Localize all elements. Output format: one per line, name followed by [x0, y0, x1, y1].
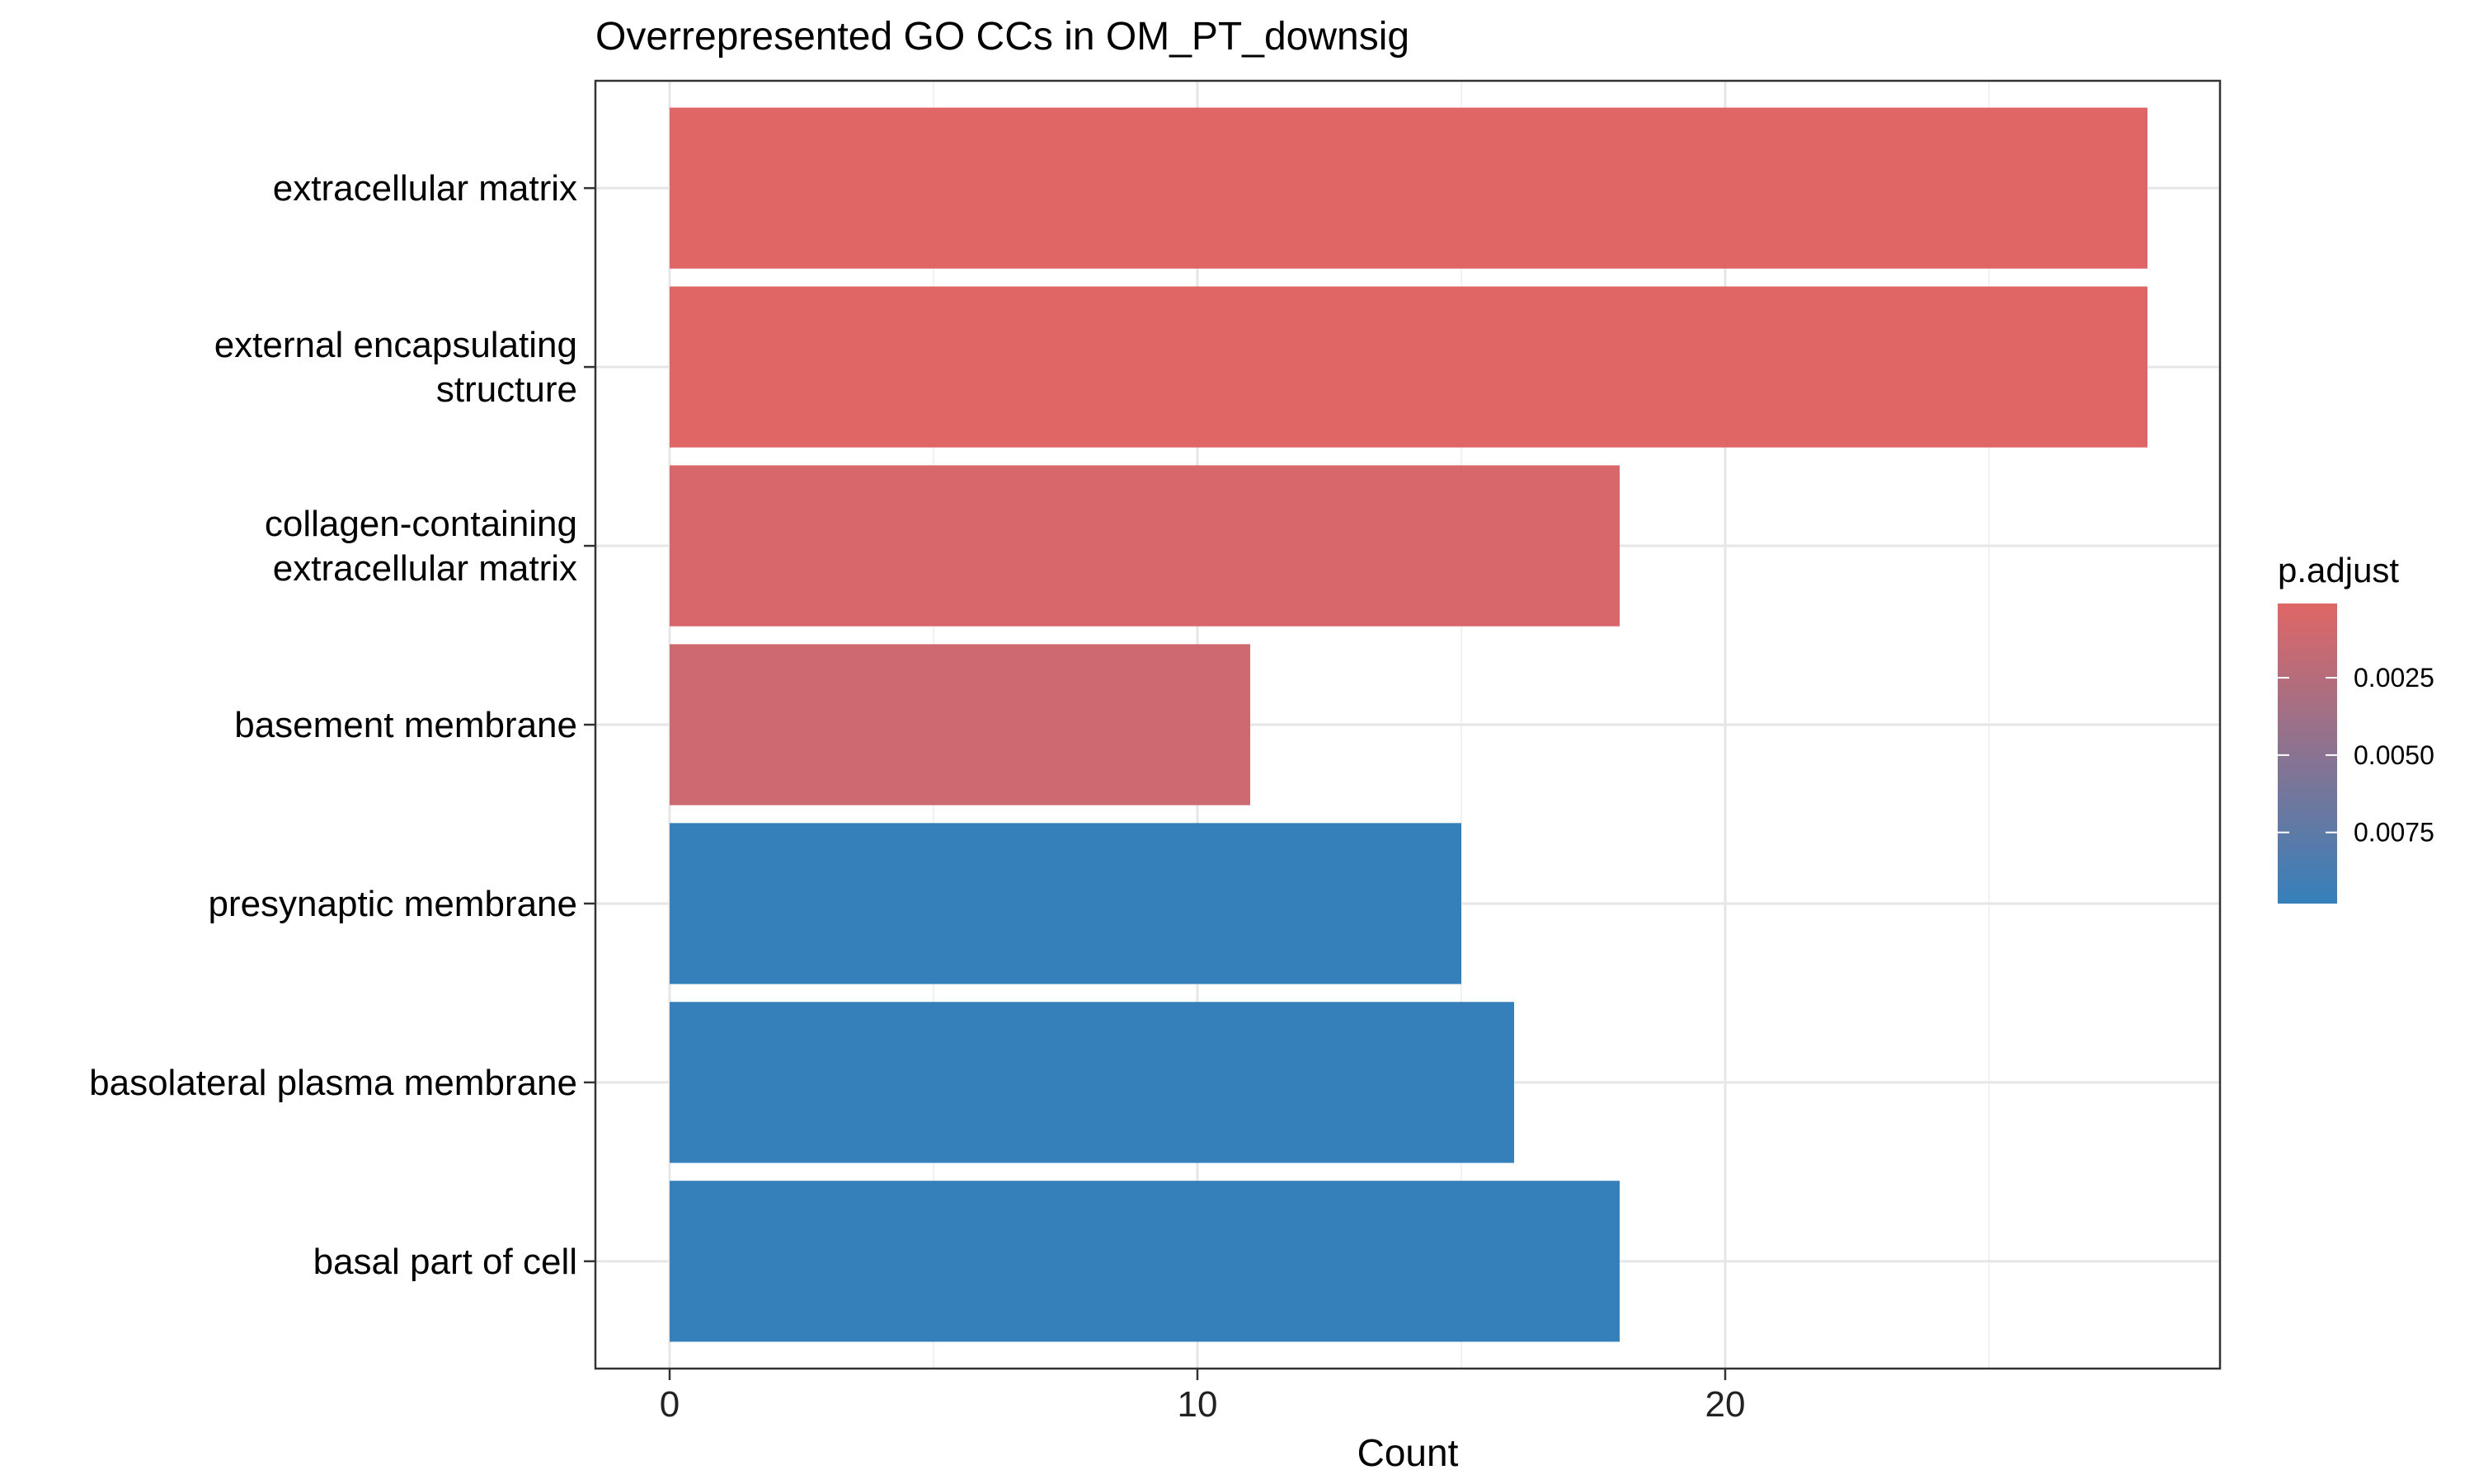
chart-title: Overrepresented GO CCs in OM_PT_downsig — [595, 15, 1409, 59]
legend-title: p.adjust — [2278, 551, 2399, 589]
x-axis: 0 10 20 — [660, 1369, 1746, 1425]
x-tick-label: 10 — [1178, 1384, 1218, 1425]
legend-tick-label: 0.0075 — [2354, 818, 2434, 848]
bar — [670, 286, 2147, 448]
legend: p.adjust 0.0025 0.0050 0.0075 — [2278, 551, 2434, 904]
y-tick-label: external encapsulating structure — [214, 325, 577, 410]
y-tick-label: basolateral plasma membrane — [89, 1063, 577, 1103]
y-tick-label: collagen-containing extracellular matrix — [265, 504, 577, 589]
x-tick-label: 20 — [1705, 1384, 1746, 1425]
bars-group — [670, 107, 2147, 1342]
y-tick-label: basement membrane — [234, 705, 577, 745]
x-tick-label: 0 — [660, 1384, 680, 1425]
legend-tick-label: 0.0050 — [2354, 740, 2434, 770]
bar — [670, 1002, 1514, 1163]
bar — [670, 644, 1250, 805]
bar — [670, 823, 1461, 984]
y-tick-label: basal part of cell — [313, 1242, 577, 1282]
y-axis: extracellular matrix external encapsulati… — [89, 168, 595, 1282]
y-tick-label: presynaptic membrane — [208, 884, 577, 924]
legend-tick-label: 0.0025 — [2354, 663, 2434, 693]
x-axis-title: Count — [1357, 1431, 1459, 1474]
y-tick-label: extracellular matrix — [273, 168, 577, 209]
legend-colorbar — [2278, 603, 2337, 904]
bar — [670, 1181, 1620, 1342]
bar — [670, 465, 1620, 627]
bar — [670, 107, 2147, 269]
